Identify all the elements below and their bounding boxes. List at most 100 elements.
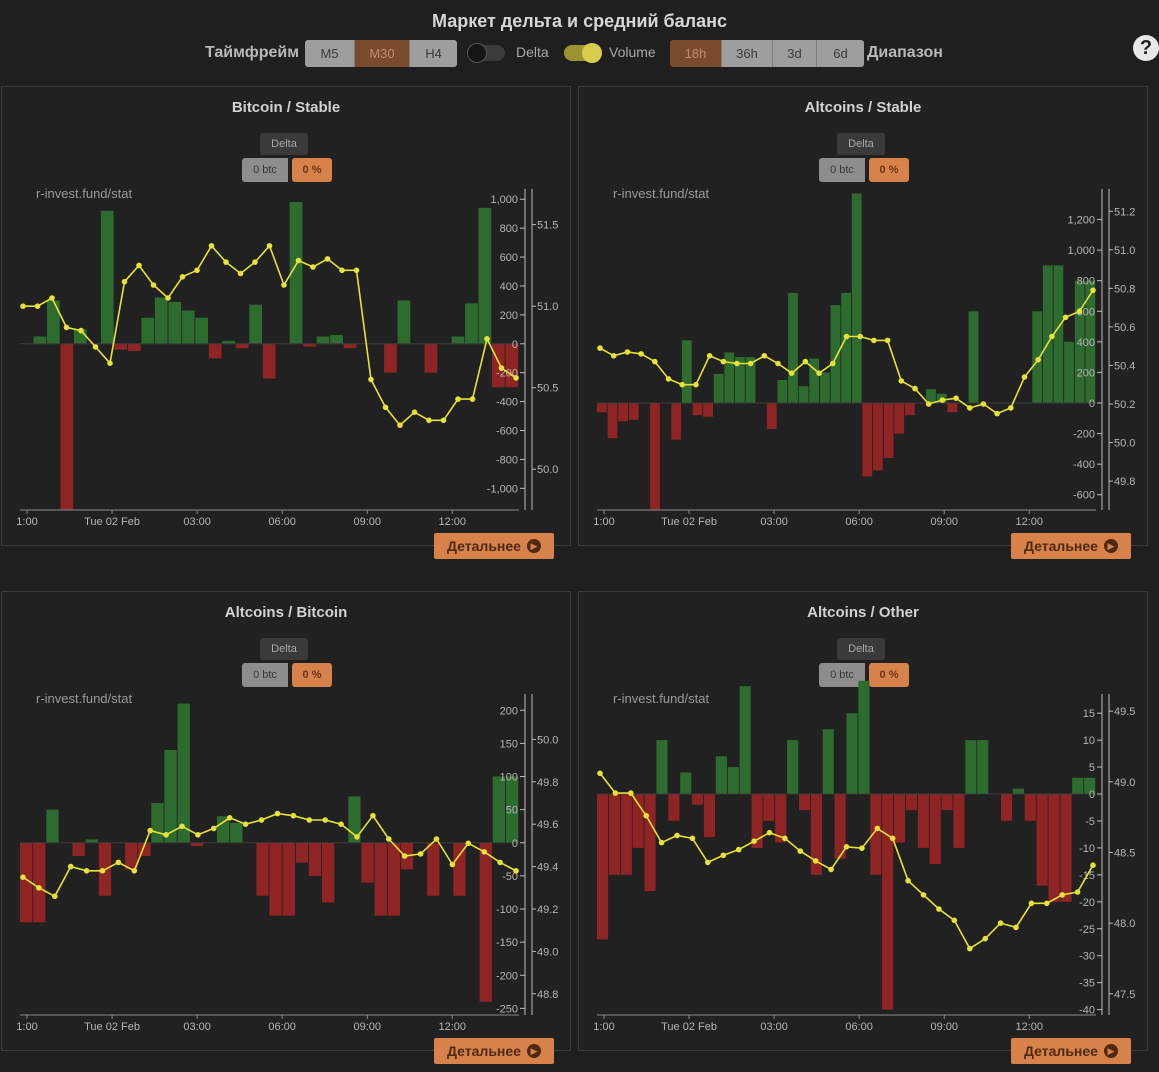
delta-bar bbox=[608, 794, 620, 875]
balance-point bbox=[920, 892, 927, 898]
delta-bar bbox=[177, 703, 190, 843]
delta-bar bbox=[308, 842, 322, 876]
right-axis-tick-label: 49.0 bbox=[1114, 777, 1135, 789]
delta-bar bbox=[965, 740, 977, 794]
balance-point bbox=[898, 378, 905, 384]
delta-bar bbox=[249, 304, 262, 344]
timeframe-m5-button[interactable]: M5 bbox=[305, 40, 355, 67]
delta-bar bbox=[656, 740, 668, 794]
balance-point bbox=[83, 868, 90, 874]
balance-point bbox=[290, 812, 297, 819]
delta-bar bbox=[941, 794, 953, 811]
x-axis-tick-label: 06:00 bbox=[268, 516, 296, 528]
balance-point bbox=[802, 358, 809, 365]
balance-point bbox=[734, 360, 740, 367]
balance-point bbox=[401, 853, 408, 859]
left-axis-tick-label: 10 bbox=[1083, 735, 1095, 747]
details-button-label: Детальнее bbox=[1024, 1043, 1098, 1059]
left-axis-tick-label: -20 bbox=[1079, 897, 1095, 909]
balance-point bbox=[36, 885, 42, 891]
right-axis-tick-label: 48.0 bbox=[1114, 918, 1135, 930]
details-button[interactable]: Детальнее ▶ bbox=[1011, 533, 1131, 559]
balance-point bbox=[163, 832, 169, 838]
delta-bar bbox=[114, 343, 128, 350]
delta-bar bbox=[348, 796, 361, 843]
delta-bar bbox=[597, 794, 609, 940]
balance-point bbox=[905, 877, 911, 884]
balance-point bbox=[658, 839, 665, 846]
delta-bar bbox=[873, 403, 883, 471]
delta-bar bbox=[894, 403, 905, 434]
balance-point bbox=[766, 829, 773, 836]
btc-value-badge: 0 btc bbox=[819, 663, 865, 687]
delta-bar bbox=[384, 343, 397, 373]
balance-point bbox=[1090, 862, 1096, 868]
left-axis-tick-label: -600 bbox=[1073, 490, 1095, 502]
balance-point bbox=[397, 422, 403, 429]
delta-bar bbox=[1036, 794, 1048, 886]
watermark: r-invest.fund/stat bbox=[613, 186, 710, 201]
balance-point bbox=[324, 256, 331, 262]
toolbar: Таймфрейм M5 M30 H4 Delta Volume 18h 36h… bbox=[0, 38, 1159, 68]
details-button[interactable]: Детальнее ▶ bbox=[1011, 1038, 1131, 1064]
delta-bar bbox=[125, 842, 138, 870]
delta-toggle-knob bbox=[467, 43, 487, 63]
left-axis-tick-label: 200 bbox=[1077, 367, 1095, 379]
left-axis-tick-label: -400 bbox=[496, 397, 518, 409]
balance-point bbox=[208, 243, 215, 249]
delta-bar bbox=[295, 842, 309, 863]
x-axis-tick-label: Tue 02 Feb bbox=[84, 516, 140, 528]
delta-bar bbox=[1084, 777, 1096, 794]
range-6d-button[interactable]: 6d bbox=[817, 40, 864, 67]
delta-bar bbox=[235, 343, 249, 349]
delta-bar bbox=[739, 686, 751, 794]
btc-value-badge: 0 btc bbox=[242, 663, 288, 687]
delta-bar bbox=[154, 297, 168, 344]
balance-point bbox=[747, 360, 754, 367]
details-button[interactable]: Детальнее ▶ bbox=[434, 1038, 554, 1064]
delta-bar bbox=[650, 403, 660, 510]
balance-point bbox=[624, 349, 631, 355]
balance-point bbox=[1044, 900, 1050, 907]
delta-bar bbox=[680, 772, 692, 795]
volume-toggle[interactable] bbox=[564, 43, 602, 63]
delta-bar bbox=[917, 794, 929, 848]
right-axis-tick-label: 50.0 bbox=[1114, 438, 1135, 450]
delta-toggle[interactable] bbox=[467, 43, 505, 63]
range-3d-button[interactable]: 3d bbox=[773, 40, 817, 67]
details-button[interactable]: Детальнее ▶ bbox=[434, 533, 554, 559]
delta-bar bbox=[668, 794, 680, 821]
delta-bar bbox=[505, 776, 519, 843]
balance-point bbox=[354, 834, 360, 840]
balance-point bbox=[1008, 405, 1014, 411]
x-axis-tick-label: 09:00 bbox=[353, 516, 381, 528]
delta-bar bbox=[947, 403, 958, 413]
delta-bar bbox=[361, 842, 374, 883]
x-axis-tick-label: Tue 02 Feb bbox=[84, 1021, 140, 1033]
range-36h-button[interactable]: 36h bbox=[722, 40, 773, 67]
timeframe-m30-button[interactable]: M30 bbox=[355, 40, 410, 67]
timeframe-h4-button[interactable]: H4 bbox=[410, 40, 457, 67]
right-axis-tick-label: 48.8 bbox=[537, 989, 558, 1001]
range-18h-button[interactable]: 18h bbox=[670, 40, 722, 67]
balance-point bbox=[274, 810, 281, 817]
balance-point bbox=[370, 812, 376, 819]
balance-point bbox=[735, 846, 742, 853]
x-axis-tick-label: Tue 02 Feb bbox=[661, 1021, 717, 1033]
delta-bar bbox=[33, 842, 46, 923]
delta-bar bbox=[141, 317, 155, 344]
balance-point bbox=[136, 262, 142, 269]
balance-point bbox=[982, 935, 988, 942]
delta-bar bbox=[703, 403, 713, 417]
left-axis-tick-label: -400 bbox=[1073, 459, 1095, 471]
balance-point bbox=[368, 376, 374, 383]
question-circle-icon[interactable]: ? bbox=[1133, 35, 1159, 61]
delta-bar bbox=[727, 767, 739, 794]
balance-point bbox=[871, 337, 877, 344]
volume-toggle-knob bbox=[582, 43, 602, 63]
balance-point bbox=[223, 259, 229, 265]
watermark: r-invest.fund/stat bbox=[36, 691, 133, 706]
balance-point bbox=[1035, 356, 1041, 363]
balance-point bbox=[812, 858, 819, 864]
balance-point bbox=[131, 868, 138, 874]
